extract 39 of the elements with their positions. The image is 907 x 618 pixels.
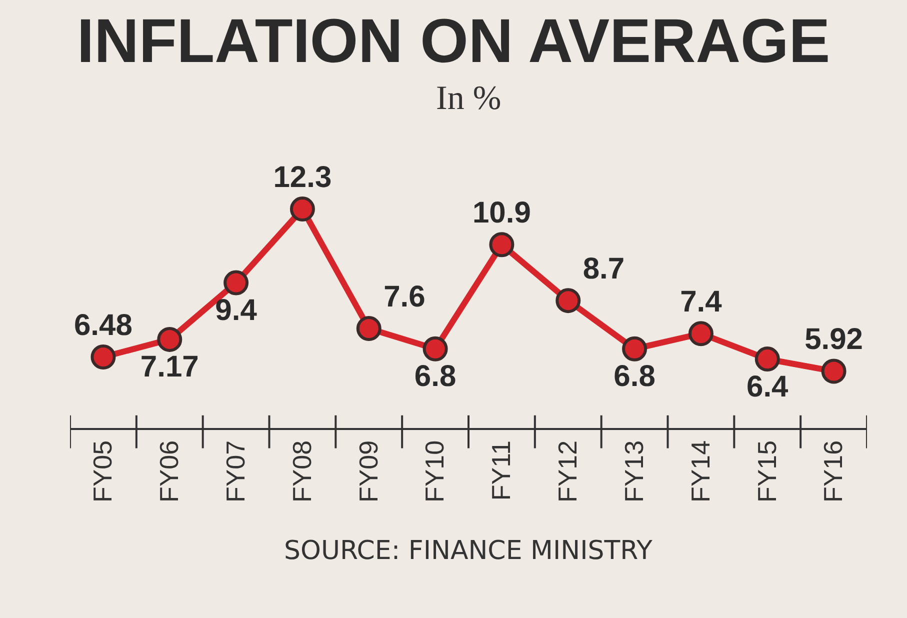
source-note: SOURCE: FINANCE MINISTRY	[284, 536, 653, 566]
x-tick-label: FY12	[552, 440, 583, 503]
point	[157, 326, 182, 352]
point	[90, 344, 116, 370]
chart-subtitle: In %	[436, 80, 502, 117]
x-tick-label: FY08	[286, 440, 317, 503]
point	[290, 196, 315, 222]
data-label: 5.92	[804, 322, 863, 356]
data-label: 6.48	[74, 308, 132, 342]
x-tick-label: FY05	[88, 440, 118, 503]
data-label: 8.7	[582, 252, 625, 286]
data-label: 6.8	[614, 360, 656, 394]
x-tick-label: FY09	[353, 440, 384, 503]
x-tick-label: FY13	[618, 440, 649, 503]
x-tick-label: FY06	[154, 440, 184, 503]
point	[821, 358, 846, 384]
data-label: 6.4	[746, 370, 789, 404]
data-label: 9.4	[215, 294, 258, 328]
data-label: 12.3	[273, 160, 332, 194]
point	[556, 288, 581, 314]
x-tick-label: FY11	[486, 440, 516, 501]
data-label: 7.17	[140, 350, 199, 384]
point	[422, 336, 448, 362]
point	[224, 270, 249, 296]
point	[688, 321, 714, 346]
data-label: 7.6	[384, 280, 426, 314]
chart-title: INFLATION ON AVERAGE	[76, 6, 830, 76]
x-tick-label: FY15	[752, 440, 782, 503]
point	[489, 232, 514, 258]
x-tick-label: FY07	[220, 440, 250, 503]
x-tick-label: FY16	[818, 440, 848, 503]
point	[356, 316, 382, 342]
x-tick-label: FY14	[685, 440, 716, 503]
data-label: 10.9	[472, 196, 531, 230]
x-tick-label: FY10	[420, 440, 450, 503]
data-label: 7.4	[680, 285, 722, 318]
data-label: 6.8	[414, 360, 456, 394]
point	[754, 346, 780, 372]
point	[622, 336, 648, 362]
